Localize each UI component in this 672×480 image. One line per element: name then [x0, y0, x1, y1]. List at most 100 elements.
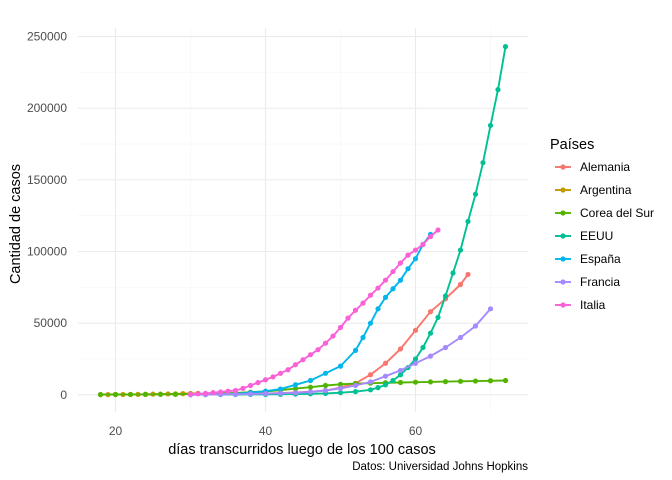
data-point	[337, 324, 344, 331]
data-point	[247, 391, 254, 397]
legend-label: EEUU	[580, 229, 613, 243]
data-point	[472, 191, 479, 197]
data-point	[487, 378, 494, 384]
data-point	[382, 382, 389, 388]
data-point	[427, 309, 434, 315]
data-point	[405, 266, 411, 272]
data-point	[292, 386, 299, 392]
legend-key-point	[560, 164, 566, 170]
legend-title: Países	[550, 137, 594, 153]
data-point	[195, 391, 201, 397]
data-point	[157, 391, 164, 397]
data-point	[472, 323, 479, 329]
x-tick-label: 20	[109, 424, 123, 438]
legend-label: Corea del Sur	[580, 206, 654, 220]
series-line	[190, 229, 439, 396]
data-point	[330, 333, 336, 339]
legend-item: Corea del Sur	[555, 206, 654, 220]
data-point	[337, 363, 344, 369]
data-point	[397, 346, 404, 352]
data-point	[360, 334, 366, 341]
data-point	[382, 360, 389, 366]
data-point	[427, 330, 434, 336]
series-italia	[187, 227, 441, 397]
y-tick-label: 100000	[27, 245, 67, 259]
data-point	[367, 292, 374, 298]
data-point	[442, 379, 449, 385]
data-point	[187, 391, 194, 397]
data-point	[285, 367, 291, 373]
data-point	[97, 391, 104, 398]
y-tick-label: 50000	[34, 316, 68, 330]
data-point	[412, 256, 419, 262]
data-point	[420, 344, 426, 351]
data-point	[240, 385, 246, 391]
data-point	[457, 378, 464, 384]
data-point	[322, 340, 329, 346]
data-point	[382, 373, 389, 379]
series-francia	[187, 306, 494, 398]
legend-key-point	[560, 279, 566, 285]
y-tick-label: 250000	[27, 30, 67, 44]
data-point	[337, 385, 344, 391]
series-alemania	[97, 271, 471, 398]
data-point	[262, 377, 269, 383]
data-point	[277, 390, 284, 396]
series-layer	[97, 44, 509, 398]
data-point	[427, 353, 434, 359]
legend-label: Italia	[580, 298, 606, 312]
data-point	[292, 382, 299, 388]
data-point	[487, 306, 494, 312]
data-point	[442, 344, 449, 351]
series-line	[100, 273, 469, 396]
data-point	[412, 327, 419, 333]
data-point	[367, 387, 374, 393]
y-tick-label: 150000	[27, 173, 67, 187]
y-tick-label: 200000	[27, 101, 67, 115]
y-axis-title: Cantidad de casos	[8, 164, 24, 284]
data-point	[412, 247, 419, 253]
series-line	[190, 233, 432, 396]
y-tick-label: 0	[60, 388, 67, 402]
data-point	[352, 307, 359, 313]
data-point	[450, 270, 456, 276]
data-point	[217, 389, 224, 395]
data-point	[412, 379, 419, 385]
data-point	[367, 320, 374, 326]
data-point	[487, 122, 494, 129]
data-point	[270, 374, 276, 380]
legend-item: España	[555, 252, 621, 266]
data-point	[442, 293, 449, 299]
legend-key-point	[560, 210, 566, 216]
data-point	[390, 286, 396, 292]
data-point	[502, 377, 509, 384]
data-point	[292, 390, 299, 396]
data-point	[225, 388, 231, 394]
legend: Países Alemania Argentina Corea del Sur EEU…	[550, 137, 654, 312]
data-point	[465, 218, 471, 225]
data-point	[322, 382, 329, 389]
x-tick-label: 40	[259, 424, 273, 438]
data-point	[262, 391, 269, 397]
legend-label: España	[580, 252, 621, 266]
data-point	[142, 391, 149, 397]
data-point	[457, 247, 464, 253]
data-point	[405, 252, 411, 258]
data-point	[352, 389, 359, 395]
data-point	[472, 378, 479, 384]
legend-key-point	[560, 233, 566, 239]
data-point	[480, 160, 486, 166]
data-point	[412, 356, 419, 362]
data-point	[367, 372, 374, 378]
grid	[78, 28, 528, 412]
data-point	[435, 227, 441, 233]
data-point	[435, 314, 441, 321]
data-point	[375, 285, 381, 291]
data-point	[127, 391, 134, 398]
data-point	[382, 277, 389, 283]
legend-item: Alemania	[555, 160, 630, 174]
data-point	[427, 379, 434, 385]
data-point	[375, 306, 381, 312]
legend-label: Alemania	[580, 160, 630, 174]
legend-key-point	[560, 187, 566, 193]
